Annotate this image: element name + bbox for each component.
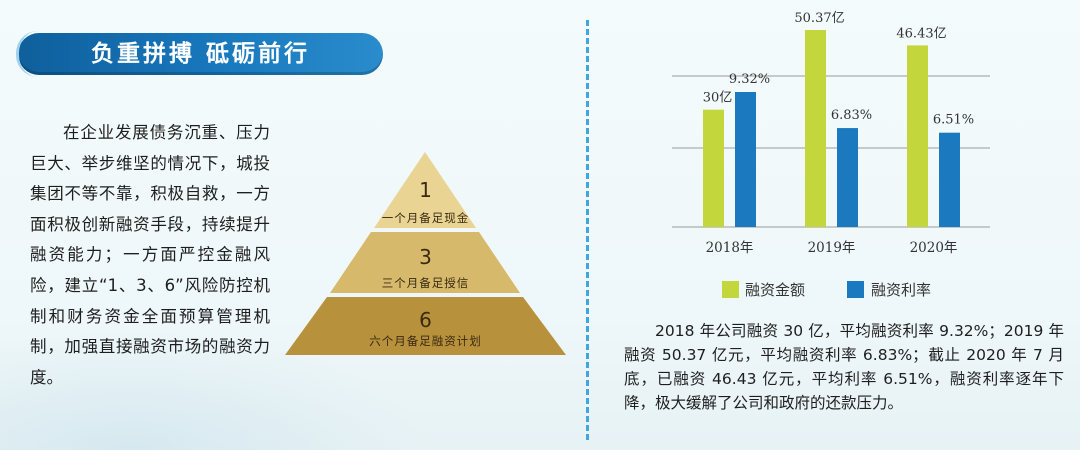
bar-amount bbox=[805, 30, 826, 227]
legend-label-rate: 融资利率 bbox=[871, 281, 931, 299]
category-label: 2018年 bbox=[706, 240, 754, 256]
right-paragraph-block: 2018 年公司融资 30 亿，平均融资利率 9.32%；2019 年融资 50… bbox=[624, 319, 1064, 415]
pyramid-level-bottom bbox=[285, 297, 566, 355]
bar-label-amount: 46.43亿 bbox=[896, 26, 946, 41]
bar-label-amount: 50.37亿 bbox=[794, 11, 844, 26]
pyramid-level-middle bbox=[330, 232, 520, 293]
legend-swatch-amount bbox=[722, 281, 739, 298]
pyramid-level-1-label: 一个月备足现金 bbox=[381, 211, 470, 225]
bar-label-rate: 6.51% bbox=[933, 113, 974, 128]
left-paragraph-block: 在企业发展债务沉重、压力巨大、举步维坚的情况下，城投集团不等不靠，积极自救，一方… bbox=[30, 118, 270, 393]
pyramid-level-top bbox=[374, 152, 476, 228]
section-banner: 负重拼搏 砥砺前行 bbox=[16, 31, 383, 77]
category-label: 2020年 bbox=[910, 240, 958, 256]
financing-chart: 30亿 9.32% 2018年 50.37亿 6.83% 2019年 46.43亿 6.51%… bbox=[645, 0, 1080, 310]
pyramid-level-3-label: 六个月备足融资计划 bbox=[369, 334, 482, 348]
pyramid-level-2-label: 三个月备足授信 bbox=[381, 276, 470, 290]
bar-label-rate: 6.83% bbox=[831, 108, 872, 123]
bar-label-amount: 30亿 bbox=[703, 91, 733, 106]
banner-title: 负重拼搏 砥砺前行 bbox=[90, 41, 310, 67]
bar-label-rate: 9.32% bbox=[729, 72, 770, 87]
right-paragraph: 2018 年公司融资 30 亿，平均融资利率 9.32%；2019 年融资 50… bbox=[624, 322, 1064, 412]
pyramid-level-1-number: 1 bbox=[419, 178, 432, 202]
bar-amount bbox=[907, 45, 928, 227]
legend-swatch-rate bbox=[847, 281, 864, 298]
pyramid-level-2-number: 3 bbox=[419, 245, 432, 269]
bar-rate bbox=[735, 92, 756, 227]
bar-rate bbox=[939, 132, 960, 227]
legend-label-amount: 融资金额 bbox=[745, 281, 805, 299]
left-paragraph: 在企业发展债务沉重、压力巨大、举步维坚的情况下，城投集团不等不靠，积极自救，一方… bbox=[30, 123, 270, 387]
risk-control-pyramid: 1 一个月备足现金 3 三个月备足授信 6 六个月备足融资计划 bbox=[283, 150, 568, 360]
bar-amount bbox=[703, 109, 724, 227]
dashed-divider bbox=[586, 20, 589, 440]
pyramid-graphic bbox=[285, 152, 566, 355]
category-label: 2019年 bbox=[808, 240, 856, 256]
pyramid-level-3-number: 6 bbox=[419, 308, 432, 332]
financing-bar-chart: 30亿 9.32% 2018年 50.37亿 6.83% 2019年 46.43亿 6.51%… bbox=[672, 11, 990, 299]
bar-rate bbox=[837, 128, 858, 227]
